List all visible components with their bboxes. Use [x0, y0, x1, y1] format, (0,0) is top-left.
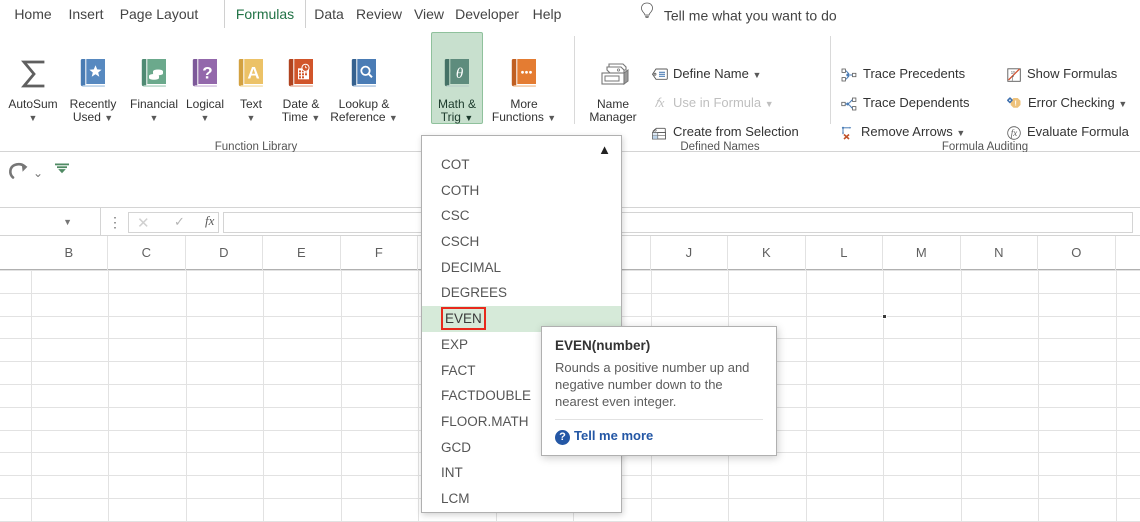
svg-text:θ: θ [455, 66, 463, 82]
svg-text:fx: fx [1011, 128, 1018, 138]
svg-text:A: A [247, 64, 259, 83]
svg-text:!: ! [1014, 98, 1017, 107]
svg-text:?: ? [202, 64, 212, 83]
svg-text:ƒ: ƒ [1011, 75, 1014, 81]
